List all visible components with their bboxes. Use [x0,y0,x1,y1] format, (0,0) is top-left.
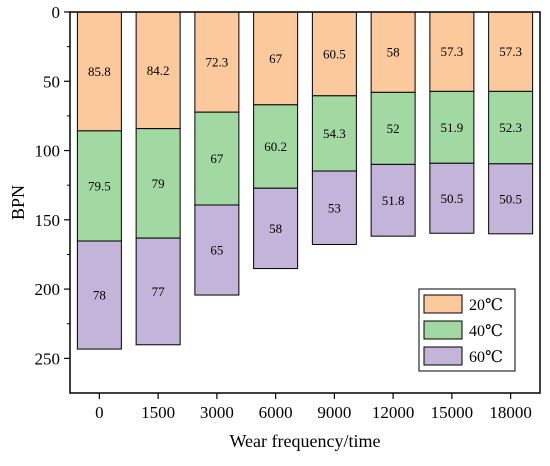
bar-series3-cat4 [253,187,299,270]
x-tick-label-1: 1500 [141,403,175,422]
bar-series3-cat1 [76,240,122,350]
y-tick-label-5: 250 [35,349,61,368]
data-label-series2-cat5: 54.3 [323,126,346,141]
data-label-series3-cat7: 50.5 [441,191,464,206]
bar-series2-cat6 [370,91,416,165]
data-label-series1-cat4: 67 [269,51,283,66]
data-label-series1-cat7: 57.3 [441,44,464,59]
bar-series1-cat4 [253,11,299,106]
data-label-series2-cat6: 52 [387,121,400,136]
data-label-series1-cat5: 60.5 [323,46,346,61]
x-tick-label-2: 3000 [200,403,234,422]
bar-series1-cat6 [370,11,416,93]
bar-series3-cat7 [429,162,475,234]
data-label-series3-cat4: 58 [269,221,282,236]
legend-swatch-2 [423,320,463,340]
data-label-series2-cat3: 67 [210,151,224,166]
data-label-series2-cat4: 60.2 [264,139,287,154]
axes-layer: 0 50 100 150 200 250 0 1500 3000 6000 9000 12000 150… [35,3,532,422]
y-tick-label-1: 50 [43,72,60,91]
x-tick-label-5: 12000 [372,403,415,422]
bar-series3-cat6 [370,163,416,237]
y-tick-label-0: 0 [52,3,61,22]
data-label-series1-cat1: 85.8 [88,64,111,79]
x-tick-label-0: 0 [95,403,104,422]
bar-series1-cat8 [488,11,534,92]
bar-series3-cat2 [135,237,181,346]
bar-series3-cat3 [194,204,240,296]
x-axis-label: Wear frequency/time [230,431,381,451]
data-label-series2-cat2: 79 [152,176,165,191]
data-label-series1-cat3: 72.3 [206,55,229,70]
x-tick-label-6: 15000 [431,403,474,422]
data-label-series3-cat2: 77 [152,284,166,299]
bar-series2-cat8 [488,90,534,165]
data-label-series1-cat2: 84.2 [147,63,170,78]
x-tick-label-7: 18000 [489,403,532,422]
bar-series2-cat5 [311,95,357,172]
legend-label-1: 20℃ [469,297,503,314]
bar-series3-cat8 [488,163,534,235]
data-label-series2-cat1: 79.5 [88,178,111,193]
legend-label-2: 40℃ [469,323,503,340]
bar-series1-cat1 [76,11,122,132]
data-label-series1-cat8: 57.3 [499,44,522,59]
y-tick-label-3: 150 [35,211,61,230]
x-tick-label-3: 6000 [259,403,293,422]
data-label-series3-cat8: 50.5 [499,191,522,206]
legend-swatch-1 [423,294,463,314]
y-tick-label-4: 200 [35,280,61,299]
data-label-series1-cat6: 58 [387,45,400,60]
data-label-series2-cat8: 52.3 [499,120,522,135]
bars-layer: 85.8 79.5 78 84.2 79 77 72.3 67 65 67 60.2 58 60.5 54… [76,11,534,350]
legend-swatch-3 [423,346,463,366]
data-label-series3-cat1: 78 [93,288,106,303]
data-label-series2-cat7: 51.9 [441,120,464,135]
data-label-series3-cat5: 53 [328,200,341,215]
bar-series2-cat3 [194,111,240,206]
y-tick-label-2: 100 [35,142,61,161]
bar-series1-cat3 [194,11,240,113]
bar-series1-cat7 [429,11,475,92]
bar-series3-cat5 [311,170,357,245]
bar-series2-cat7 [429,90,475,164]
bar-series2-cat2 [135,128,181,239]
x-tick-label-4: 9000 [317,403,351,422]
y-axis-label: BPN [8,185,28,220]
legend: 20℃ 40℃ 60℃ [418,288,516,372]
data-label-series3-cat3: 65 [210,243,223,258]
plot-frame [69,11,541,394]
bar-series1-cat5 [311,11,357,97]
data-label-series3-cat6: 51.8 [382,193,405,208]
legend-label-3: 60℃ [469,349,503,366]
